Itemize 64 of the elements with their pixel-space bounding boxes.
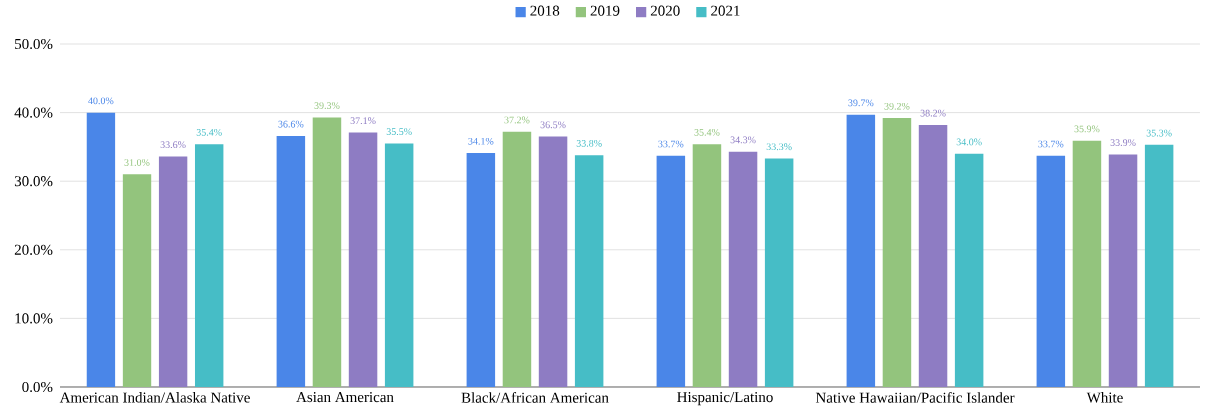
- data-label: 40.0%: [88, 97, 114, 105]
- data-label: 37.1%: [350, 117, 376, 125]
- data-label: 36.5%: [540, 121, 566, 129]
- bar: [574, 155, 604, 387]
- x-tick-label: White: [1086, 392, 1123, 403]
- data-label: 34.0%: [956, 138, 982, 146]
- bar: [348, 132, 378, 387]
- data-label: 33.7%: [658, 140, 684, 148]
- data-label: 35.4%: [694, 128, 720, 136]
- bar: [1144, 144, 1174, 387]
- bar: [312, 117, 342, 387]
- bar: [276, 135, 306, 387]
- bar: [158, 156, 188, 387]
- bar: [122, 174, 152, 387]
- data-label: 35.9%: [1074, 125, 1100, 133]
- bar: [466, 153, 496, 387]
- bar: [194, 144, 224, 387]
- x-tick-label: Hispanic/Latino: [677, 392, 773, 406]
- bar: [692, 144, 722, 387]
- bar: [384, 143, 414, 387]
- data-label: 33.3%: [766, 143, 792, 151]
- data-label: 39.7%: [848, 99, 874, 107]
- y-tick-label: 50.0%: [15, 38, 53, 50]
- legend-label: 2019: [590, 5, 620, 16]
- y-tick-label: 20.0%: [14, 244, 53, 255]
- y-tick-label: 10.0%: [15, 313, 53, 324]
- y-tick-label: 30.0%: [14, 176, 53, 187]
- x-tick-label: Asian American: [296, 392, 394, 403]
- data-label: 38.2%: [920, 109, 946, 117]
- bar: [918, 124, 948, 387]
- data-label: 33.8%: [576, 139, 602, 147]
- legend-label: 2020: [650, 5, 680, 16]
- bar: [882, 118, 912, 387]
- x-tick-label: Black/African American: [461, 392, 609, 403]
- bar: [656, 155, 686, 387]
- bar: [538, 136, 568, 387]
- data-label: 34.3%: [730, 136, 756, 144]
- data-label: 35.3%: [1146, 129, 1172, 137]
- data-label: 39.3%: [314, 102, 340, 110]
- legend-label: 2021: [711, 5, 740, 16]
- data-label: 33.6%: [160, 141, 186, 149]
- data-label: 34.1%: [468, 137, 494, 145]
- data-label: 35.4%: [196, 128, 222, 136]
- data-label: 31.0%: [124, 159, 150, 166]
- data-label: 33.7%: [1038, 140, 1064, 148]
- bar: [1072, 140, 1102, 387]
- bar: [1036, 155, 1066, 387]
- data-label: 36.6%: [278, 120, 304, 128]
- data-label: 37.2%: [504, 116, 530, 124]
- bar: [502, 131, 532, 387]
- data-label: 33.9%: [1110, 139, 1136, 147]
- data-label: 39.2%: [884, 102, 910, 110]
- bar: [86, 112, 116, 387]
- x-tick-label: American Indian/Alaska Native: [59, 392, 250, 403]
- bar: [954, 153, 984, 387]
- x-tick-label: Native Hawaiian/Pacific Islander: [815, 392, 1015, 403]
- bar: [764, 158, 794, 387]
- legend-label: 2018: [530, 5, 560, 16]
- bar: [1108, 154, 1138, 387]
- bar: [728, 151, 758, 387]
- y-tick-label: 40.0%: [14, 107, 53, 118]
- y-tick-label: 0.0%: [22, 381, 53, 393]
- bar: [846, 114, 876, 387]
- data-label: 35.5%: [386, 128, 412, 136]
